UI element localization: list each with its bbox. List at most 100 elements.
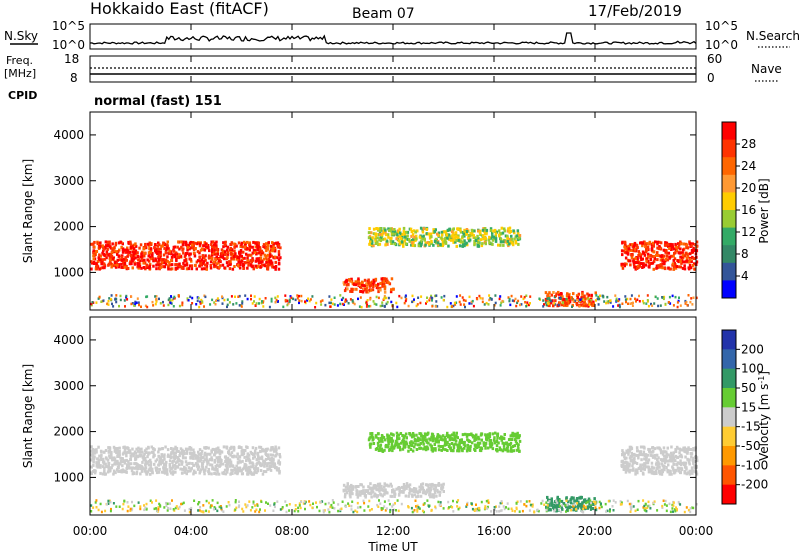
data-cell bbox=[171, 499, 173, 502]
data-cell bbox=[497, 244, 500, 247]
data-cell bbox=[403, 443, 406, 446]
data-cell bbox=[485, 438, 488, 441]
data-cell bbox=[656, 258, 659, 261]
data-cell bbox=[211, 464, 214, 467]
data-cell bbox=[661, 458, 664, 461]
data-cell bbox=[510, 235, 513, 238]
data-cell bbox=[428, 438, 431, 441]
data-cell bbox=[185, 252, 188, 255]
data-cell bbox=[352, 299, 354, 302]
data-cell bbox=[242, 267, 245, 270]
data-cell bbox=[218, 259, 221, 262]
data-cell bbox=[466, 449, 469, 452]
data-cell bbox=[159, 251, 162, 254]
data-cell bbox=[375, 303, 377, 306]
data-cell bbox=[494, 294, 496, 297]
data-cell bbox=[257, 265, 260, 268]
data-cell bbox=[401, 490, 404, 493]
data-cell bbox=[564, 504, 566, 507]
data-cell bbox=[408, 492, 411, 495]
data-cell bbox=[169, 508, 171, 511]
data-cell bbox=[633, 454, 636, 457]
data-cell bbox=[513, 449, 516, 452]
data-cell bbox=[477, 442, 480, 445]
data-cell bbox=[572, 497, 575, 500]
data-cell bbox=[257, 458, 260, 461]
data-cell bbox=[408, 445, 411, 448]
data-cell bbox=[201, 450, 204, 453]
data-cell bbox=[90, 471, 93, 474]
data-cell bbox=[673, 259, 676, 262]
data-cell bbox=[398, 510, 400, 512]
data-cell bbox=[444, 444, 447, 447]
data-cell bbox=[251, 246, 254, 249]
data-cell bbox=[582, 508, 584, 511]
data-cell bbox=[250, 471, 253, 474]
data-cell bbox=[688, 261, 691, 264]
data-cell bbox=[407, 505, 409, 508]
data-cell bbox=[469, 296, 471, 299]
data-cell bbox=[300, 295, 302, 298]
data-cell bbox=[450, 239, 453, 242]
data-cell bbox=[342, 501, 344, 504]
data-cell bbox=[488, 241, 491, 244]
data-cell bbox=[158, 471, 161, 474]
data-cell bbox=[384, 291, 387, 294]
data-cell bbox=[519, 304, 521, 307]
data-cell bbox=[373, 495, 376, 498]
data-cell bbox=[273, 465, 276, 468]
data-cell bbox=[137, 447, 140, 450]
data-cell bbox=[583, 499, 586, 502]
data-cell bbox=[426, 445, 429, 448]
data-cell bbox=[431, 299, 433, 302]
data-cell bbox=[206, 460, 209, 463]
data-cell bbox=[377, 437, 380, 440]
data-cell bbox=[677, 467, 680, 470]
noise-sky-label: N.Sky bbox=[4, 29, 38, 43]
data-cell bbox=[415, 237, 418, 240]
data-cell bbox=[688, 267, 691, 270]
data-cell bbox=[599, 507, 601, 510]
data-cell bbox=[154, 295, 156, 298]
data-cell bbox=[460, 303, 462, 306]
data-cell bbox=[361, 306, 363, 309]
colorbar-tick-label: 200 bbox=[741, 342, 764, 356]
data-cell bbox=[157, 455, 160, 458]
data-cell bbox=[456, 295, 458, 298]
data-cell bbox=[608, 500, 610, 503]
data-cell bbox=[152, 259, 155, 262]
data-cell bbox=[133, 505, 135, 508]
data-cell bbox=[566, 298, 568, 301]
data-cell bbox=[474, 449, 477, 452]
data-cell bbox=[477, 436, 480, 439]
data-cell bbox=[684, 511, 686, 514]
data-cell bbox=[595, 506, 597, 509]
data-cell bbox=[181, 463, 184, 466]
data-cell bbox=[200, 454, 203, 457]
data-cell bbox=[390, 446, 393, 449]
data-cell bbox=[517, 229, 520, 232]
data-cell bbox=[258, 461, 261, 464]
data-cell bbox=[441, 449, 444, 452]
data-cell bbox=[636, 471, 639, 474]
data-cell bbox=[487, 447, 490, 450]
data-cell bbox=[267, 503, 269, 506]
data-cell bbox=[377, 287, 380, 290]
data-cell bbox=[403, 240, 406, 243]
data-cell bbox=[137, 255, 140, 258]
data-cell bbox=[563, 298, 566, 301]
data-cell bbox=[263, 465, 266, 468]
data-cell bbox=[687, 304, 689, 307]
data-cell bbox=[117, 259, 120, 262]
data-cell bbox=[612, 305, 614, 308]
data-cell bbox=[249, 461, 252, 464]
colorbar-swatch bbox=[722, 388, 736, 408]
data-cell bbox=[139, 508, 141, 511]
data-cell bbox=[354, 510, 356, 513]
data-cell bbox=[404, 445, 407, 448]
data-cell bbox=[657, 264, 660, 267]
data-cell bbox=[630, 508, 632, 511]
data-cell bbox=[630, 506, 632, 509]
data-cell bbox=[211, 504, 213, 507]
